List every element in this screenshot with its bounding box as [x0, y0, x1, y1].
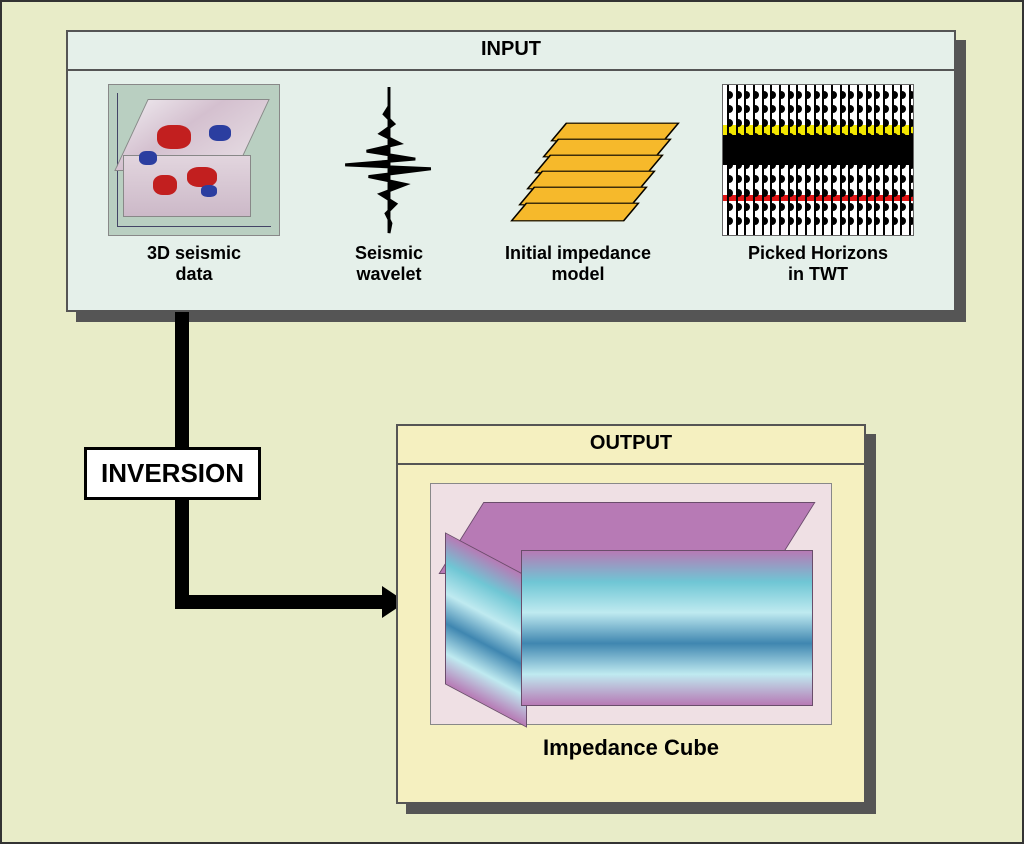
input-item-seismic3d: 3D seismic data [108, 85, 280, 284]
wavelet-label-l1: Seismic [355, 243, 423, 263]
output-title: OUTPUT [398, 426, 864, 465]
impedance-label-l1: Initial impedance [505, 243, 651, 263]
impedance-cube-thumb [430, 483, 832, 725]
horizons-thumb [722, 84, 914, 236]
input-item-impedance: Initial impedance model [498, 85, 658, 284]
output-panel: OUTPUT Impedance Cube [396, 424, 866, 804]
horizons-label-l1: Picked Horizons [748, 243, 888, 263]
input-item-wavelet: Seismic wavelet [344, 85, 434, 284]
horizons-label-l2: in TWT [788, 264, 848, 284]
impedance-cube-label: Impedance Cube [414, 735, 848, 761]
flow-arrow-horizontal [175, 595, 382, 609]
output-body: Impedance Cube [398, 465, 864, 769]
seismic3d-thumb [108, 84, 280, 236]
seismic3d-label-l1: 3D seismic [147, 243, 241, 263]
seismic3d-label-l2: data [175, 264, 212, 284]
inversion-label: INVERSION [84, 447, 261, 500]
diagram-canvas: INPUT 3D seismic data [0, 0, 1024, 844]
impedance-thumb [498, 85, 658, 235]
input-item-horizons: Picked Horizons in TWT [722, 85, 914, 284]
impedance-label-l2: model [551, 264, 604, 284]
input-body: 3D seismic data Seismic wavelet Initial … [68, 71, 954, 292]
wavelet-label-l2: wavelet [356, 264, 421, 284]
input-panel: INPUT 3D seismic data [66, 30, 956, 312]
input-title: INPUT [68, 32, 954, 71]
wavelet-thumb [344, 85, 434, 235]
